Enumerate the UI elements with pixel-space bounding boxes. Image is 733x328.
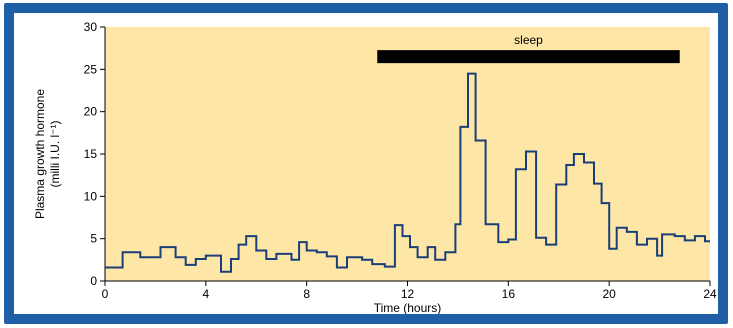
y-tick-label: 20 [84, 105, 98, 119]
series-line-growth-hormone [105, 72, 710, 273]
y-axis-title: Plasma growth hormone [33, 89, 47, 219]
x-tick-label: 16 [502, 287, 516, 301]
chart-panel: 0 4 8 12 16 20 24 0 5 10 15 20 25 30 sleep Time (hour… [14, 13, 718, 314]
sleep-label: sleep [514, 33, 543, 47]
x-tick-label: 12 [401, 287, 415, 301]
growth-hormone-chart: 0 4 8 12 16 20 24 0 5 10 15 20 25 30 sleep Time (hour… [33, 20, 717, 314]
y-tick-label: 10 [84, 189, 98, 203]
x-tick-label: 8 [303, 287, 310, 301]
y-tick-label: 5 [90, 232, 97, 246]
x-tick-label: 24 [703, 287, 717, 301]
y-tick-label: 30 [84, 20, 98, 34]
x-tick-label: 20 [602, 287, 616, 301]
y-tick-label: 0 [90, 274, 97, 288]
x-tick-label: 4 [202, 287, 209, 301]
x-tick-label: 0 [102, 287, 109, 301]
chart-frame: 0 4 8 12 16 20 24 0 5 10 15 20 25 30 sleep Time (hour… [4, 3, 728, 324]
y-tick-label: 25 [84, 62, 98, 76]
sleep-annotation: sleep [377, 33, 680, 64]
sleep-bar [377, 50, 680, 64]
x-axis-title: Time (hours) [374, 301, 442, 314]
y-tick-label: 15 [84, 147, 98, 161]
y-axis-unit: (milli I.U. l⁻¹) [48, 121, 62, 188]
plot-area [105, 27, 710, 281]
ticks: 0 4 8 12 16 20 24 0 5 10 15 20 25 30 [84, 20, 717, 301]
